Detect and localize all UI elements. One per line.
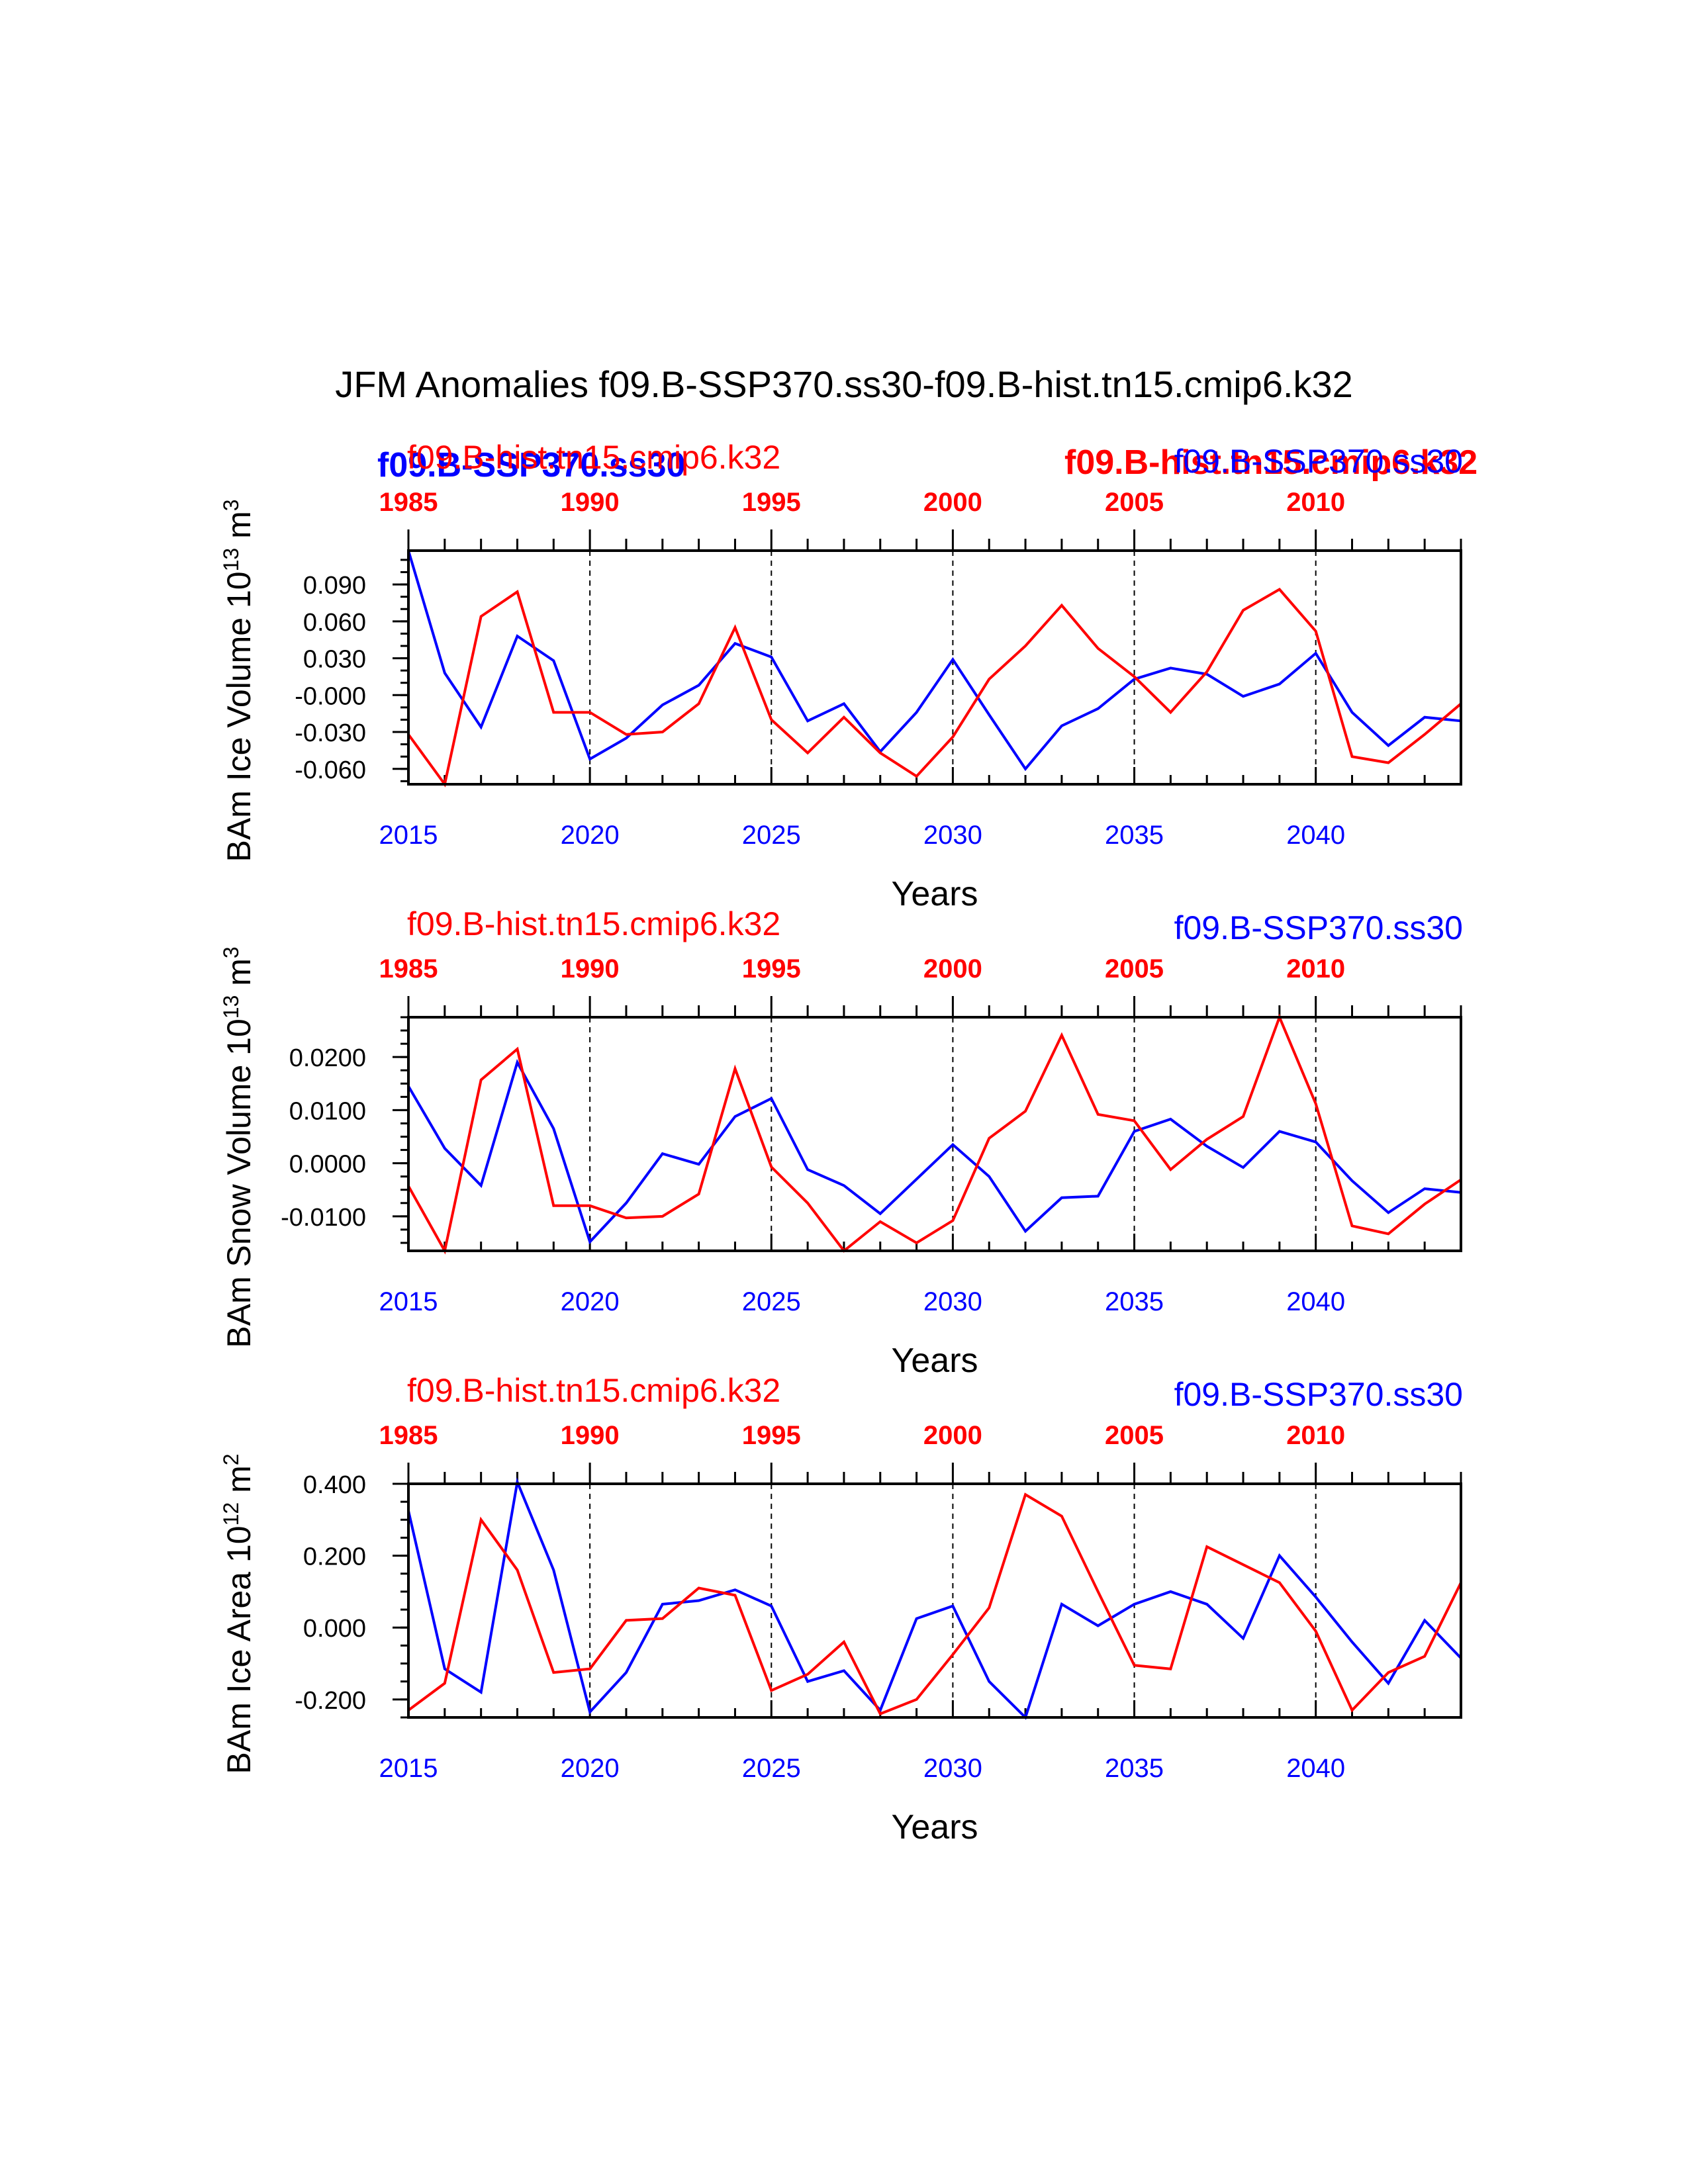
bottom-tick-label: 2020 bbox=[561, 1287, 620, 1316]
top-tick-label: 2005 bbox=[1105, 488, 1164, 517]
y-tick-label: 0.0200 bbox=[289, 1044, 366, 1072]
plot-frame bbox=[407, 549, 1462, 786]
top-tick-label: 1990 bbox=[561, 954, 620, 983]
bottom-tick-label: 2030 bbox=[923, 821, 982, 850]
top-tick-label: 2000 bbox=[923, 488, 982, 517]
page-title: JFM Anomalies f09.B-SSP370.ss30-f09.B-hi… bbox=[335, 363, 1353, 405]
hist-run-label: f09.B-hist.tn15.cmip6.k32 bbox=[407, 439, 780, 476]
bottom-tick-label: 2035 bbox=[1105, 1754, 1164, 1783]
legend-hist-bold: f09.B-hist.tn15.cmip6.k32 bbox=[1064, 443, 1477, 482]
y-axis-title-superscript: 3 bbox=[219, 499, 243, 511]
y-tick-label: 0.200 bbox=[303, 1543, 366, 1571]
hist-series-line bbox=[407, 1013, 1462, 1255]
ssp-series-line bbox=[407, 550, 1462, 772]
hist-series-line bbox=[407, 1492, 1462, 1716]
snow-volume-panel: f09.B-hist.tn15.cmip6.k32 f09.B-SSP370.ss… bbox=[219, 905, 1463, 1380]
x-axis-title: Years bbox=[891, 875, 978, 913]
y-tick-label: -0.030 bbox=[295, 719, 366, 747]
y-axis-title-part: BAm Snow Volume 10 bbox=[220, 1019, 258, 1348]
y-axis-title-superscript: 13 bbox=[219, 548, 243, 572]
y-tick-label: -0.060 bbox=[295, 756, 366, 784]
y-axis-title-superscript: 2 bbox=[219, 1453, 243, 1465]
bottom-tick-label: 2035 bbox=[1105, 1287, 1164, 1316]
bottom-tick-label: 2020 bbox=[561, 1754, 620, 1783]
bottom-tick-label: 2015 bbox=[379, 1287, 438, 1316]
y-axis-title-part: m bbox=[220, 1465, 258, 1502]
y-axis-title-superscript: 13 bbox=[219, 995, 243, 1019]
top-tick-label: 2000 bbox=[923, 954, 982, 983]
bottom-tick-label: 2030 bbox=[923, 1287, 982, 1316]
hist-run-label: f09.B-hist.tn15.cmip6.k32 bbox=[407, 1372, 780, 1409]
top-tick-label: 1995 bbox=[742, 1421, 801, 1450]
ssp-run-label: f09.B-SSP370.ss30 bbox=[1174, 1376, 1463, 1413]
top-tick-label: 1990 bbox=[561, 1421, 620, 1450]
top-tick-label: 2010 bbox=[1286, 954, 1345, 983]
ice-area-panel: f09.B-hist.tn15.cmip6.k32 f09.B-SSP370.ss… bbox=[219, 1372, 1463, 1846]
bottom-tick-label: 2025 bbox=[742, 1287, 801, 1316]
bottom-tick-label: 2020 bbox=[561, 821, 620, 850]
top-tick-label: 2000 bbox=[923, 1421, 982, 1450]
top-tick-label: 2010 bbox=[1286, 1421, 1345, 1450]
y-axis-title: BAm Ice Area 1012 m2 bbox=[219, 1453, 258, 1774]
y-tick-label: 0.0000 bbox=[289, 1151, 366, 1179]
ssp-run-label: f09.B-SSP370.ss30 bbox=[1174, 443, 1463, 480]
top-tick-label: 1985 bbox=[379, 488, 438, 517]
ssp-run-label: f09.B-SSP370.ss30 bbox=[1174, 909, 1463, 946]
plot-frame bbox=[407, 1482, 1462, 1719]
bottom-tick-label: 2035 bbox=[1105, 821, 1164, 850]
bottom-tick-label: 2030 bbox=[923, 1754, 982, 1783]
bottom-tick-label: 2025 bbox=[742, 1754, 801, 1783]
hist-run-label: f09.B-hist.tn15.cmip6.k32 bbox=[407, 905, 780, 942]
bottom-tick-label: 2040 bbox=[1286, 1287, 1345, 1316]
y-tick-label: -0.0100 bbox=[281, 1204, 366, 1232]
top-tick-label: 2005 bbox=[1105, 1421, 1164, 1450]
y-tick-label: 0.0100 bbox=[289, 1097, 366, 1125]
y-axis-title-part: m bbox=[220, 511, 258, 548]
y-axis-title: BAm Snow Volume 1013 m3 bbox=[219, 946, 258, 1347]
y-axis-title-superscript: 12 bbox=[219, 1502, 243, 1526]
legend-ssp-bold: f09.B-SSP370.ss30 bbox=[377, 446, 685, 484]
bottom-tick-label: 2015 bbox=[379, 821, 438, 850]
x-axis-title: Years bbox=[891, 1342, 978, 1380]
x-axis-title: Years bbox=[891, 1808, 978, 1846]
top-tick-label: 1995 bbox=[742, 954, 801, 983]
y-tick-label: 0.000 bbox=[303, 1615, 366, 1643]
y-axis-title-part: m bbox=[220, 958, 258, 995]
plot-frame bbox=[407, 1016, 1462, 1252]
top-tick-label: 1995 bbox=[742, 488, 801, 517]
top-tick-label: 1985 bbox=[379, 1421, 438, 1450]
bottom-tick-label: 2025 bbox=[742, 821, 801, 850]
y-tick-label: -0.200 bbox=[295, 1687, 366, 1715]
top-tick-label: 2010 bbox=[1286, 488, 1345, 517]
y-axis-title-part: BAm Ice Area 10 bbox=[220, 1525, 258, 1774]
bottom-tick-label: 2015 bbox=[379, 1754, 438, 1783]
hist-series-line bbox=[407, 587, 1462, 788]
top-tick-label: 2005 bbox=[1105, 954, 1164, 983]
y-tick-label: -0.000 bbox=[295, 682, 366, 710]
y-axis-title-superscript: 3 bbox=[219, 946, 243, 958]
bottom-tick-label: 2040 bbox=[1286, 1754, 1345, 1783]
y-tick-label: 0.030 bbox=[303, 646, 366, 674]
top-tick-label: 1985 bbox=[379, 954, 438, 983]
top-tick-label: 1990 bbox=[561, 488, 620, 517]
ssp-series-line bbox=[407, 1059, 1462, 1245]
ssp-series-line bbox=[407, 1477, 1462, 1720]
y-axis-title: BAm Ice Volume 1013 m3 bbox=[219, 499, 258, 862]
y-tick-label: 0.090 bbox=[303, 572, 366, 600]
y-axis-title-part: BAm Ice Volume 10 bbox=[220, 571, 258, 862]
y-tick-label: 0.060 bbox=[303, 609, 366, 637]
ice-volume-panel: f09.B-hist.tn15.cmip6.k32 f09.B-SSP370.ss… bbox=[219, 439, 1463, 913]
bottom-tick-label: 2040 bbox=[1286, 821, 1345, 850]
y-tick-label: 0.400 bbox=[303, 1471, 366, 1499]
